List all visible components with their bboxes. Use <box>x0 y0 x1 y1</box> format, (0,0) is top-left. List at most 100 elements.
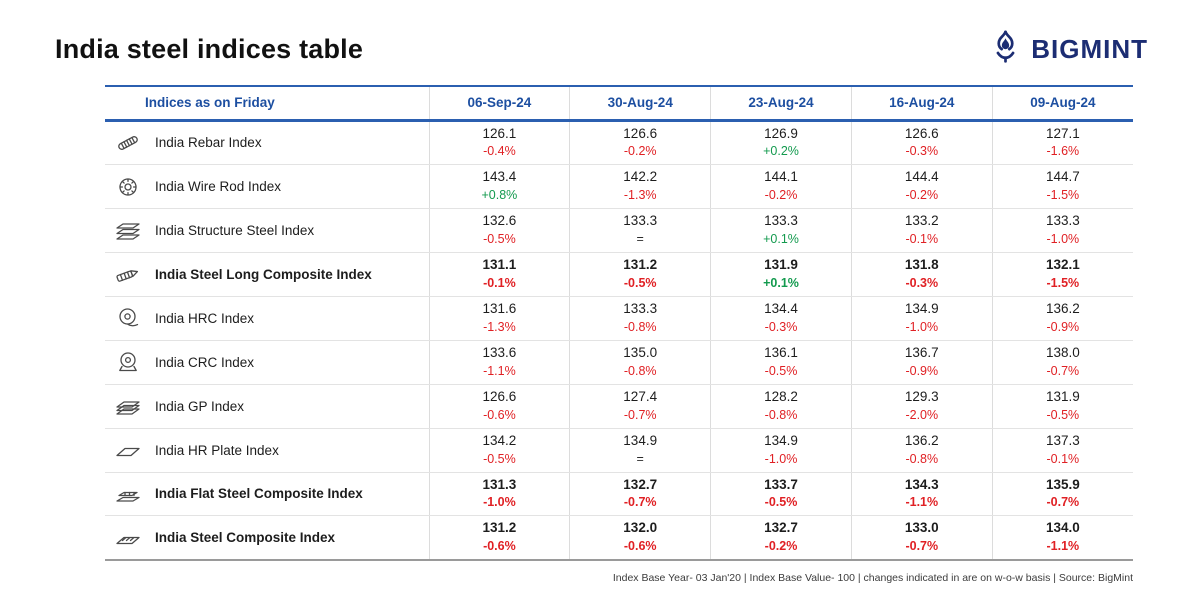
index-change: -0.6% <box>483 539 516 554</box>
index-value: 131.2 <box>623 257 658 273</box>
header-date: 30-Aug-24 <box>569 85 711 122</box>
value-cell: 134.9 -1.0% <box>710 428 852 473</box>
page-title: India steel indices table <box>55 34 364 64</box>
value-cell: 134.9 -1.0% <box>850 296 993 341</box>
table-row: India GP Index 126.6 -0.6% 127.4 -0.7% 128.2 -… <box>105 384 1133 429</box>
index-change: -0.5% <box>483 232 516 247</box>
index-name: India HR Plate Index <box>155 442 279 458</box>
value-cell: 133.3 +0.1% <box>710 208 852 254</box>
index-change: -0.7% <box>623 407 657 422</box>
value-cell: 131.1 -0.1% <box>428 252 570 297</box>
index-value: 133.2 <box>904 213 939 229</box>
index-value: 128.2 <box>764 388 798 404</box>
index-change: -1.0% <box>483 495 516 510</box>
index-change: -1.3% <box>623 188 657 203</box>
table-row: India Wire Rod Index 143.4 +0.8% 142.2 -1.3%… <box>105 164 1133 210</box>
index-value: 134.4 <box>764 301 798 316</box>
index-change: -0.5% <box>483 451 516 466</box>
table-row: India CRC Index 133.6 -1.1% 135.0 -0.8% 136.1… <box>105 340 1133 385</box>
index-value: 134.0 <box>1045 520 1080 536</box>
header-indices-label: Indices as on Friday <box>105 85 429 122</box>
value-cell: 131.8 -0.3% <box>850 252 993 297</box>
value-cell: 126.6 -0.3% <box>850 120 993 166</box>
value-cell: 135.0 -0.8% <box>569 340 711 385</box>
index-value: 132.7 <box>623 476 658 492</box>
hrc-icon <box>115 307 141 329</box>
index-value: 132.6 <box>482 213 517 229</box>
index-value: 142.2 <box>623 169 658 185</box>
index-value: 131.9 <box>1045 388 1080 404</box>
index-value: 136.7 <box>904 344 939 360</box>
index-name-cell: India HRC Index <box>105 296 429 341</box>
value-cell: 126.1 -0.4% <box>428 120 570 166</box>
header-date: 16-Aug-24 <box>850 85 993 122</box>
index-name: India GP Index <box>155 398 245 414</box>
index-change: -0.3% <box>764 319 798 334</box>
index-name-cell: India Structure Steel Index <box>105 208 429 254</box>
index-change: -1.0% <box>1046 232 1080 247</box>
index-value: 131.3 <box>482 476 517 492</box>
index-change: -0.8% <box>623 319 657 334</box>
value-cell: 143.4 +0.8% <box>428 164 570 210</box>
index-change: +0.2% <box>763 144 799 159</box>
index-change: -0.1% <box>905 232 939 247</box>
index-change: -1.0% <box>764 451 798 466</box>
value-cell: 127.1 -1.6% <box>991 120 1133 166</box>
index-value: 136.1 <box>764 344 798 360</box>
index-value: 135.9 <box>1045 476 1080 492</box>
index-change: -0.2% <box>623 144 657 159</box>
index-change: -0.3% <box>905 144 939 159</box>
index-change: -0.5% <box>764 495 798 510</box>
index-value: 133.0 <box>904 520 939 536</box>
value-cell: 131.9 +0.1% <box>710 252 852 297</box>
index-name: India Steel Composite Index <box>155 530 336 546</box>
index-name-cell: India Steel Long Composite Index <box>105 252 429 297</box>
index-change: -1.1% <box>483 363 516 378</box>
index-value: 135.0 <box>623 344 658 360</box>
value-cell: 128.2 -0.8% <box>710 384 852 429</box>
value-cell: 133.6 -1.1% <box>428 340 570 385</box>
index-value: 131.6 <box>482 301 517 316</box>
index-value: 134.9 <box>623 432 658 448</box>
index-change: -0.7% <box>1046 495 1080 510</box>
value-cell: 136.2 -0.9% <box>991 296 1133 341</box>
index-change: -1.6% <box>1046 144 1080 159</box>
index-value: 134.2 <box>482 432 517 448</box>
value-cell: 133.3 -1.0% <box>991 208 1133 254</box>
value-cell: 132.1 -1.5% <box>991 252 1133 297</box>
table-header: Indices as on Friday 06-Sep-24 30-Aug-24 23… <box>105 85 1133 122</box>
value-cell: 138.0 -0.7% <box>991 340 1133 385</box>
index-change: -2.0% <box>905 407 939 422</box>
index-change: -1.1% <box>905 495 939 510</box>
crc-icon <box>115 351 141 373</box>
value-cell: 131.6 -1.3% <box>428 296 570 341</box>
value-cell: 126.6 -0.6% <box>428 384 570 429</box>
index-value: 127.4 <box>623 388 658 404</box>
index-change: -0.5% <box>623 276 657 290</box>
index-name: India CRC Index <box>155 354 255 370</box>
index-name: India Rebar Index <box>155 135 262 151</box>
index-value: 131.2 <box>482 520 517 536</box>
index-value: 126.6 <box>904 125 939 141</box>
index-name-cell: India Flat Steel Composite Index <box>105 472 429 517</box>
topbar: India steel indices table BIGMINT <box>0 0 1200 69</box>
value-cell: 134.9 = <box>569 428 711 473</box>
index-change: -0.9% <box>905 363 939 378</box>
steel-composite-icon <box>115 527 141 549</box>
index-change: -0.6% <box>623 539 657 554</box>
value-cell: 144.7 -1.5% <box>991 164 1133 210</box>
index-value: 144.1 <box>764 169 798 185</box>
flat-composite-icon <box>115 483 141 505</box>
value-cell: 136.1 -0.5% <box>710 340 852 385</box>
index-value: 133.3 <box>764 213 798 229</box>
value-cell: 131.2 -0.6% <box>428 515 570 562</box>
value-cell: 136.7 -0.9% <box>850 340 993 385</box>
value-cell: 136.2 -0.8% <box>850 428 993 473</box>
index-change: -0.8% <box>764 407 798 422</box>
index-value: 126.9 <box>764 125 798 141</box>
index-name: India HRC Index <box>155 310 255 326</box>
header-date: 09-Aug-24 <box>991 85 1133 122</box>
indices-table: Indices as on Friday 06-Sep-24 30-Aug-24 23… <box>105 85 1133 562</box>
index-value: 127.1 <box>1045 125 1080 141</box>
value-cell: 135.9 -0.7% <box>991 472 1133 517</box>
